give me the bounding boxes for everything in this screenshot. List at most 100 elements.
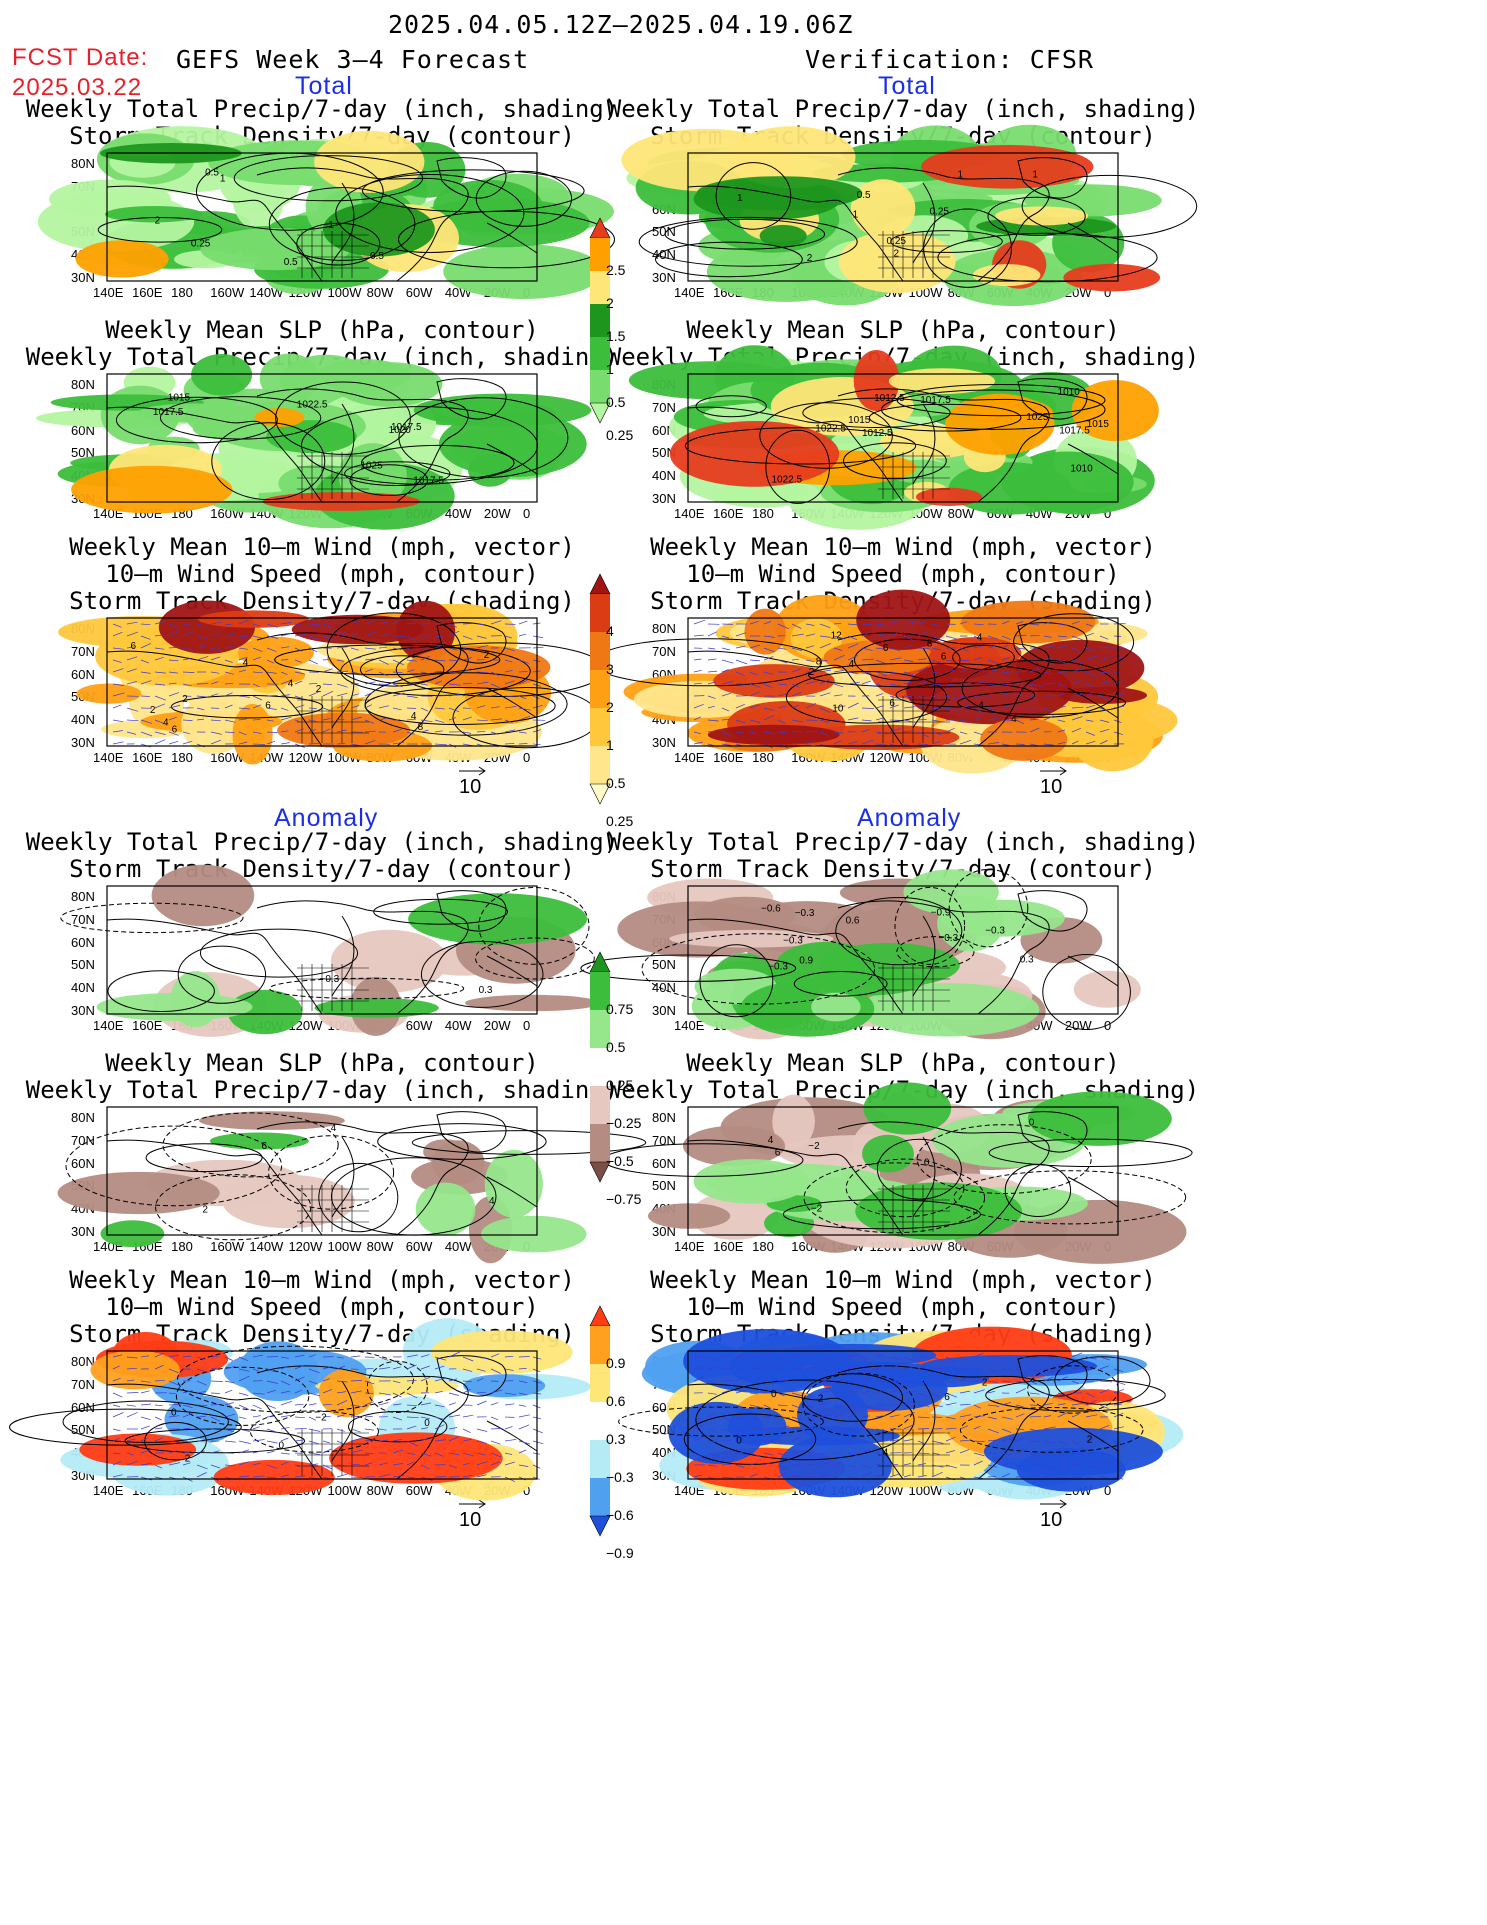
contour-label: 1015 — [168, 393, 191, 404]
panel-title-line: 10–m Wind Speed (mph, contour) — [686, 560, 1120, 588]
contour-label: 6 — [883, 643, 889, 654]
contour-label: 0.9 — [799, 955, 813, 966]
lon-tick-label: 180 — [752, 750, 774, 765]
contour-label: 1010 — [1058, 387, 1081, 398]
contour-label: 4 — [163, 717, 169, 728]
contour-label: 2 — [155, 216, 161, 227]
contour-label: 0.5 — [284, 257, 298, 268]
colorbar-level-label: −0.75 — [606, 1191, 642, 1207]
contour-label: 1012.5 — [862, 428, 893, 439]
panel-title-line: 10–m Wind Speed (mph, contour) — [686, 1293, 1120, 1321]
lat-tick-label: 30N — [71, 1003, 95, 1018]
contour-label: −0.3 — [768, 961, 788, 972]
contour-label: 0.6 — [846, 916, 860, 927]
contour-label: 8 — [418, 722, 424, 733]
contour-label: −0.3 — [985, 925, 1005, 936]
panel-title-line: Weekly Total Precip/7-day (inch, shading… — [25, 828, 619, 856]
lon-tick-label: 120W — [288, 1239, 323, 1254]
map-panel-f_a1: −0.3 0.3 — [60, 864, 601, 1037]
contour-label: 4 — [489, 1196, 495, 1207]
panel-title-f_a2: Weekly Mean SLP (hPa, contour) Weekly Tot… — [22, 1050, 622, 1104]
map-panel-v_a3: 6 2 0 4 2 0 2 — [618, 1326, 1184, 1500]
lon-tick-label: 140E — [93, 285, 124, 300]
lon-tick-label: 0 — [523, 1018, 531, 1033]
contour-label: 2 — [818, 1394, 824, 1405]
lat-tick-label: 70N — [71, 911, 95, 927]
lon-tick-label: 0 — [1104, 1483, 1112, 1498]
lon-tick-label: 60W — [405, 1239, 433, 1254]
reference-vector-value: 10 — [1040, 776, 1063, 798]
contour-label: 2 — [484, 650, 490, 661]
lon-tick-label: 140E — [674, 506, 705, 521]
lat-tick-label: 40N — [71, 712, 95, 728]
lon-tick-label: 160E — [713, 1239, 744, 1254]
lon-tick-label: 20W — [483, 506, 511, 521]
lat-tick-label: 80N — [71, 889, 95, 904]
map-shading — [618, 1326, 1184, 1500]
lon-tick-label: 0 — [1104, 285, 1112, 300]
panel-title-line: Weekly Mean SLP (hPa, contour) — [105, 1049, 539, 1077]
contour-label: −0.6 — [761, 904, 781, 915]
contour-label: 6 — [172, 725, 178, 736]
lat-tick-label: 80N — [71, 156, 95, 171]
lat-tick-label: 70N — [71, 1376, 95, 1392]
contour-label: 0 — [924, 1158, 930, 1169]
colorbar-level-label: 0.5 — [606, 394, 626, 410]
panel-title-line: Storm Track Density/7-day (shading) — [69, 587, 575, 615]
contour-label: 1022.5 — [297, 400, 328, 411]
contour-label: 0 — [771, 1389, 777, 1400]
colorbar-level-label: 0.25 — [606, 813, 634, 829]
colorbar-level-label: 0.5 — [606, 1039, 626, 1055]
contour-label: 0.25 — [191, 239, 211, 250]
lon-tick-label: 160E — [713, 506, 744, 521]
lat-tick-label: 30N — [652, 735, 676, 750]
lon-tick-label: 180 — [171, 285, 193, 300]
contour-label: 1012.5 — [874, 393, 905, 404]
colorbar-level-label: −0.5 — [606, 1153, 634, 1169]
lat-tick-label: 60N — [652, 1155, 676, 1171]
map-shading — [603, 1082, 1193, 1264]
lon-tick-label: 180 — [752, 1239, 774, 1254]
lon-tick-label: 60W — [405, 285, 433, 300]
map-panel-v_t1: 0.5 1 2 1 0.25 1 0.25 1 2 — [621, 124, 1198, 307]
lon-tick-label: 0 — [1104, 506, 1112, 521]
contour-label: 1 — [853, 210, 859, 221]
colorbar-level-label: 0.5 — [606, 775, 626, 791]
colorbar-level-label: −0.9 — [606, 1545, 634, 1561]
lat-tick-label: 40N — [652, 468, 676, 484]
panel-title-line: Weekly Total Precip/7-day (inch, shading… — [606, 828, 1200, 856]
contour-label: 2 — [982, 1377, 988, 1388]
panel-title-line: Storm Track Density/7-day (contour) — [69, 855, 575, 883]
lon-tick-label: 60W — [405, 1018, 433, 1033]
left-column-title: GEFS Week 3–4 Forecast — [176, 45, 530, 74]
lat-tick-label: 50N — [71, 445, 95, 461]
lat-tick-label: 30N — [652, 1224, 676, 1239]
contour-label: 10 — [832, 703, 844, 714]
panel-title-line: Weekly Mean SLP (hPa, contour) — [105, 316, 539, 344]
map-shading — [580, 868, 1141, 1040]
lat-tick-label: 80N — [71, 377, 95, 392]
colorbar-level-label: 4 — [606, 623, 614, 639]
colorbar-precip_anom — [589, 951, 611, 1183]
right-column-title: Verification: CFSR — [805, 45, 1094, 74]
map-shading — [37, 126, 615, 299]
contour-label: 1015 — [848, 415, 871, 426]
contour-label: 4 — [1011, 714, 1017, 725]
lat-tick-label: 80N — [71, 1354, 95, 1369]
lon-tick-label: 100W — [327, 1239, 362, 1254]
lat-tick-label: 30N — [71, 1224, 95, 1239]
reference-vector-value: 10 — [459, 776, 482, 798]
contour-label: 8 — [816, 657, 822, 668]
map-panel-v_a1: −0.3 −0.6 0.9 −0.3 0.3 0.6 −0.3 −0.3 −0.9 −0.3 — [580, 868, 1141, 1040]
reference-vector-arrow — [1040, 766, 1067, 776]
map-panel-f_a2: 4 6 2 4 — [57, 1106, 647, 1264]
contour-label: 1 — [220, 173, 226, 184]
contour-label: 0.25 — [887, 236, 907, 247]
panel-title-line: 10–m Wind Speed (mph, contour) — [105, 560, 539, 588]
colorbar-level-label: 0.9 — [606, 1355, 626, 1371]
contour-label: 6 — [131, 641, 137, 652]
colorbar-storm_total — [589, 573, 611, 805]
colorbar-level-label: 0.6 — [606, 1393, 626, 1409]
